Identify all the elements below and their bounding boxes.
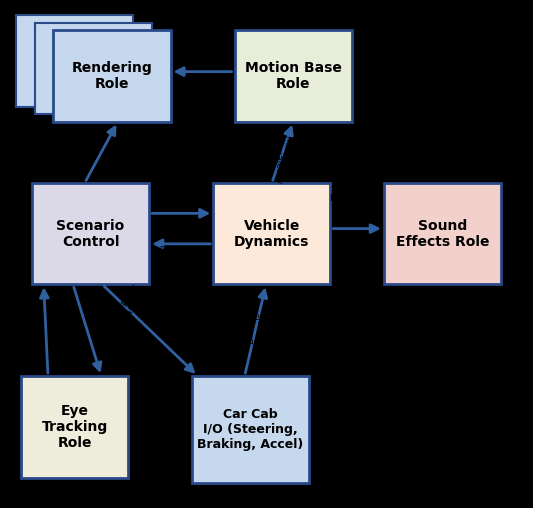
- FancyBboxPatch shape: [213, 183, 330, 284]
- FancyBboxPatch shape: [35, 23, 152, 114]
- Text: Engine RPM
Speed
Tire Slip: Engine RPM Speed Tire Slip: [330, 194, 384, 224]
- FancyBboxPatch shape: [384, 183, 501, 284]
- Text: Rendering
Role: Rendering Role: [71, 61, 152, 91]
- Text: Eye & Head
Tracking: Eye & Head Tracking: [7, 304, 27, 357]
- Text: Driver
Controls
Velocity: Driver Controls Velocity: [246, 311, 276, 349]
- FancyBboxPatch shape: [16, 15, 133, 107]
- Text: Accelerations
Velocity: Accelerations Velocity: [276, 122, 295, 183]
- FancyBboxPatch shape: [192, 376, 309, 483]
- Text: Info Displays
Automation: Info Displays Automation: [100, 282, 149, 341]
- Text: Run State: Run State: [156, 189, 206, 198]
- Text: Eye Point
View: Eye Point View: [60, 132, 79, 173]
- Text: Motion Base
Role: Motion Base Role: [245, 61, 342, 91]
- Text: Run States
overrides
Vehicle
Position,
Speed &
Offsets: Run States overrides Vehicle Position, S…: [160, 246, 202, 307]
- Text: Vehicle
Dynamics: Vehicle Dynamics: [234, 218, 310, 249]
- FancyBboxPatch shape: [53, 30, 171, 122]
- Text: Vehicle Data: Vehicle Data: [53, 302, 61, 359]
- Text: Sound
Effects Role: Sound Effects Role: [395, 218, 489, 249]
- Text: Car Cab
I/O (Steering,
Braking, Accel): Car Cab I/O (Steering, Braking, Accel): [197, 408, 304, 451]
- Text: Eye
Tracking
Role: Eye Tracking Role: [42, 403, 108, 450]
- Text: Scenario
Control: Scenario Control: [56, 218, 125, 249]
- FancyBboxPatch shape: [32, 183, 149, 284]
- FancyBboxPatch shape: [21, 376, 128, 478]
- Text: MB
OffSets: MB OffSets: [186, 42, 219, 61]
- FancyBboxPatch shape: [235, 30, 352, 122]
